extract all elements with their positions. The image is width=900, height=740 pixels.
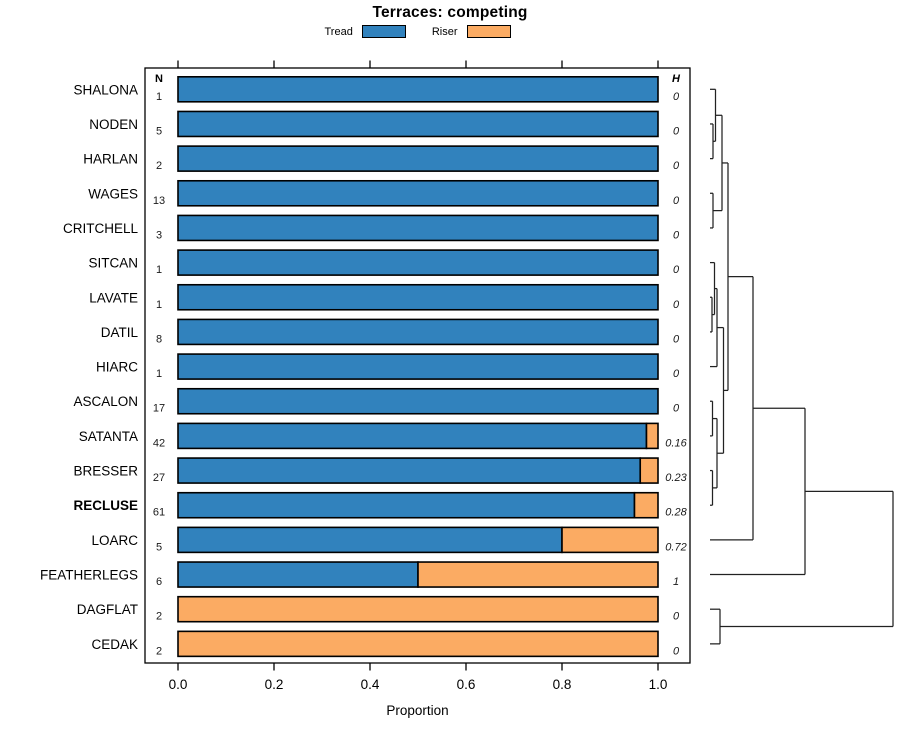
bar-tread-BRESSER: [177, 457, 642, 484]
legend-swatch-tread: [361, 25, 406, 38]
n-value-SHALONA: 1: [156, 91, 162, 103]
bar-tread-SHALONA: [177, 76, 659, 103]
bar-tread-HARLAN: [177, 145, 659, 172]
category-label-RECLUSE: RECLUSE: [73, 498, 138, 513]
h-value-CRITCHELL: 0: [673, 229, 680, 241]
n-value-FEATHERLEGS: 6: [156, 576, 162, 588]
n-value-SITCAN: 1: [156, 264, 162, 276]
n-value-RECLUSE: 61: [153, 507, 165, 519]
category-label-SHALONA: SHALONA: [73, 82, 138, 97]
x-tick-label-0.0: 0.0: [169, 677, 188, 692]
category-label-HARLAN: HARLAN: [83, 152, 138, 167]
h-value-WAGES: 0: [673, 195, 680, 207]
n-value-HIARC: 1: [156, 368, 162, 380]
n-value-DATIL: 8: [156, 333, 162, 345]
h-value-SHALONA: 0: [673, 91, 680, 103]
h-value-BRESSER: 0.23: [665, 472, 687, 484]
legend-item-riser: Riser: [432, 25, 511, 38]
bar-riser-LOARC: [561, 526, 659, 554]
n-value-LAVATE: 1: [156, 299, 162, 311]
category-label-LOARC: LOARC: [91, 533, 138, 548]
bar-tread-ASCALON: [177, 387, 659, 415]
n-value-SATANTA: 42: [153, 437, 165, 449]
bar-tread-LOARC: [177, 526, 563, 554]
n-value-DAGFLAT: 2: [156, 611, 162, 623]
h-value-HARLAN: 0: [673, 160, 680, 172]
bar-riser-SATANTA: [645, 422, 659, 450]
bar-tread-LAVATE: [177, 283, 659, 311]
plot-panel-border: [144, 67, 691, 664]
category-label-FEATHERLEGS: FEATHERLEGS: [40, 568, 138, 583]
x-tick-label-0.6: 0.6: [457, 677, 476, 692]
bar-riser-BRESSER: [639, 457, 659, 484]
bar-tread-CRITCHELL: [177, 214, 659, 242]
bar-tread-HIARC: [177, 353, 659, 380]
h-value-DAGFLAT: 0: [673, 611, 680, 623]
category-label-CRITCHELL: CRITCHELL: [63, 221, 139, 236]
legend-label-tread: Tread: [324, 25, 353, 38]
legend-label-riser: Riser: [431, 25, 458, 38]
category-label-DATIL: DATIL: [101, 325, 139, 340]
category-label-DAGFLAT: DAGFLAT: [77, 602, 138, 617]
bar-tread-WAGES: [177, 179, 659, 207]
h-value-HIARC: 0: [673, 368, 680, 380]
h-value-CEDAK: 0: [673, 645, 680, 657]
h-value-LAVATE: 0: [673, 299, 680, 311]
category-label-CEDAK: CEDAK: [91, 637, 138, 652]
x-tick-label-0.4: 0.4: [361, 677, 380, 692]
bar-tread-DATIL: [177, 318, 659, 346]
legend-swatch-riser: [466, 25, 511, 38]
category-label-LAVATE: LAVATE: [89, 290, 138, 305]
n-value-ASCALON: 17: [153, 403, 165, 415]
h-column-header: H: [672, 73, 681, 85]
bar-tread-FEATHERLEGS: [177, 561, 419, 588]
x-tick-label-1.0: 1.0: [649, 677, 668, 692]
chart-title: Terraces: competing: [372, 4, 528, 21]
h-value-RECLUSE: 0.28: [665, 507, 687, 519]
category-label-WAGES: WAGES: [88, 186, 138, 201]
n-column-header: N: [155, 73, 163, 85]
h-value-SATANTA: 0.16: [665, 437, 687, 449]
category-label-ASCALON: ASCALON: [73, 394, 138, 409]
bar-riser-FEATHERLEGS: [417, 561, 659, 588]
bar-tread-RECLUSE: [177, 491, 636, 519]
bar-tread-NODEN: [177, 110, 659, 138]
category-label-SITCAN: SITCAN: [88, 256, 138, 271]
h-value-LOARC: 0.72: [665, 541, 686, 553]
n-value-CEDAK: 2: [156, 645, 162, 657]
h-value-SITCAN: 0: [673, 264, 680, 276]
category-label-HIARC: HIARC: [96, 360, 138, 375]
bar-riser-RECLUSE: [633, 491, 659, 519]
h-value-NODEN: 0: [673, 125, 680, 137]
n-value-LOARC: 5: [156, 541, 162, 553]
n-value-WAGES: 13: [153, 195, 165, 207]
category-label-SATANTA: SATANTA: [79, 429, 138, 444]
bar-riser-CEDAK: [177, 630, 659, 658]
bar-riser-DAGFLAT: [177, 595, 659, 623]
h-value-FEATHERLEGS: 1: [673, 576, 679, 588]
legend-item-tread: Tread: [325, 25, 406, 38]
h-value-DATIL: 0: [673, 333, 680, 345]
legend: Tread Riser: [0, 25, 835, 38]
n-value-HARLAN: 2: [156, 160, 162, 172]
category-label-BRESSER: BRESSER: [73, 464, 138, 479]
category-label-NODEN: NODEN: [89, 117, 138, 132]
x-axis-label: Proportion: [386, 703, 449, 718]
n-value-CRITCHELL: 3: [156, 229, 162, 241]
bar-tread-SATANTA: [177, 422, 648, 450]
n-value-BRESSER: 27: [153, 472, 165, 484]
bar-tread-SITCAN: [177, 249, 659, 276]
x-tick-label-0.8: 0.8: [553, 677, 572, 692]
h-value-ASCALON: 0: [673, 403, 680, 415]
x-tick-label-0.2: 0.2: [265, 677, 284, 692]
n-value-NODEN: 5: [156, 125, 162, 137]
